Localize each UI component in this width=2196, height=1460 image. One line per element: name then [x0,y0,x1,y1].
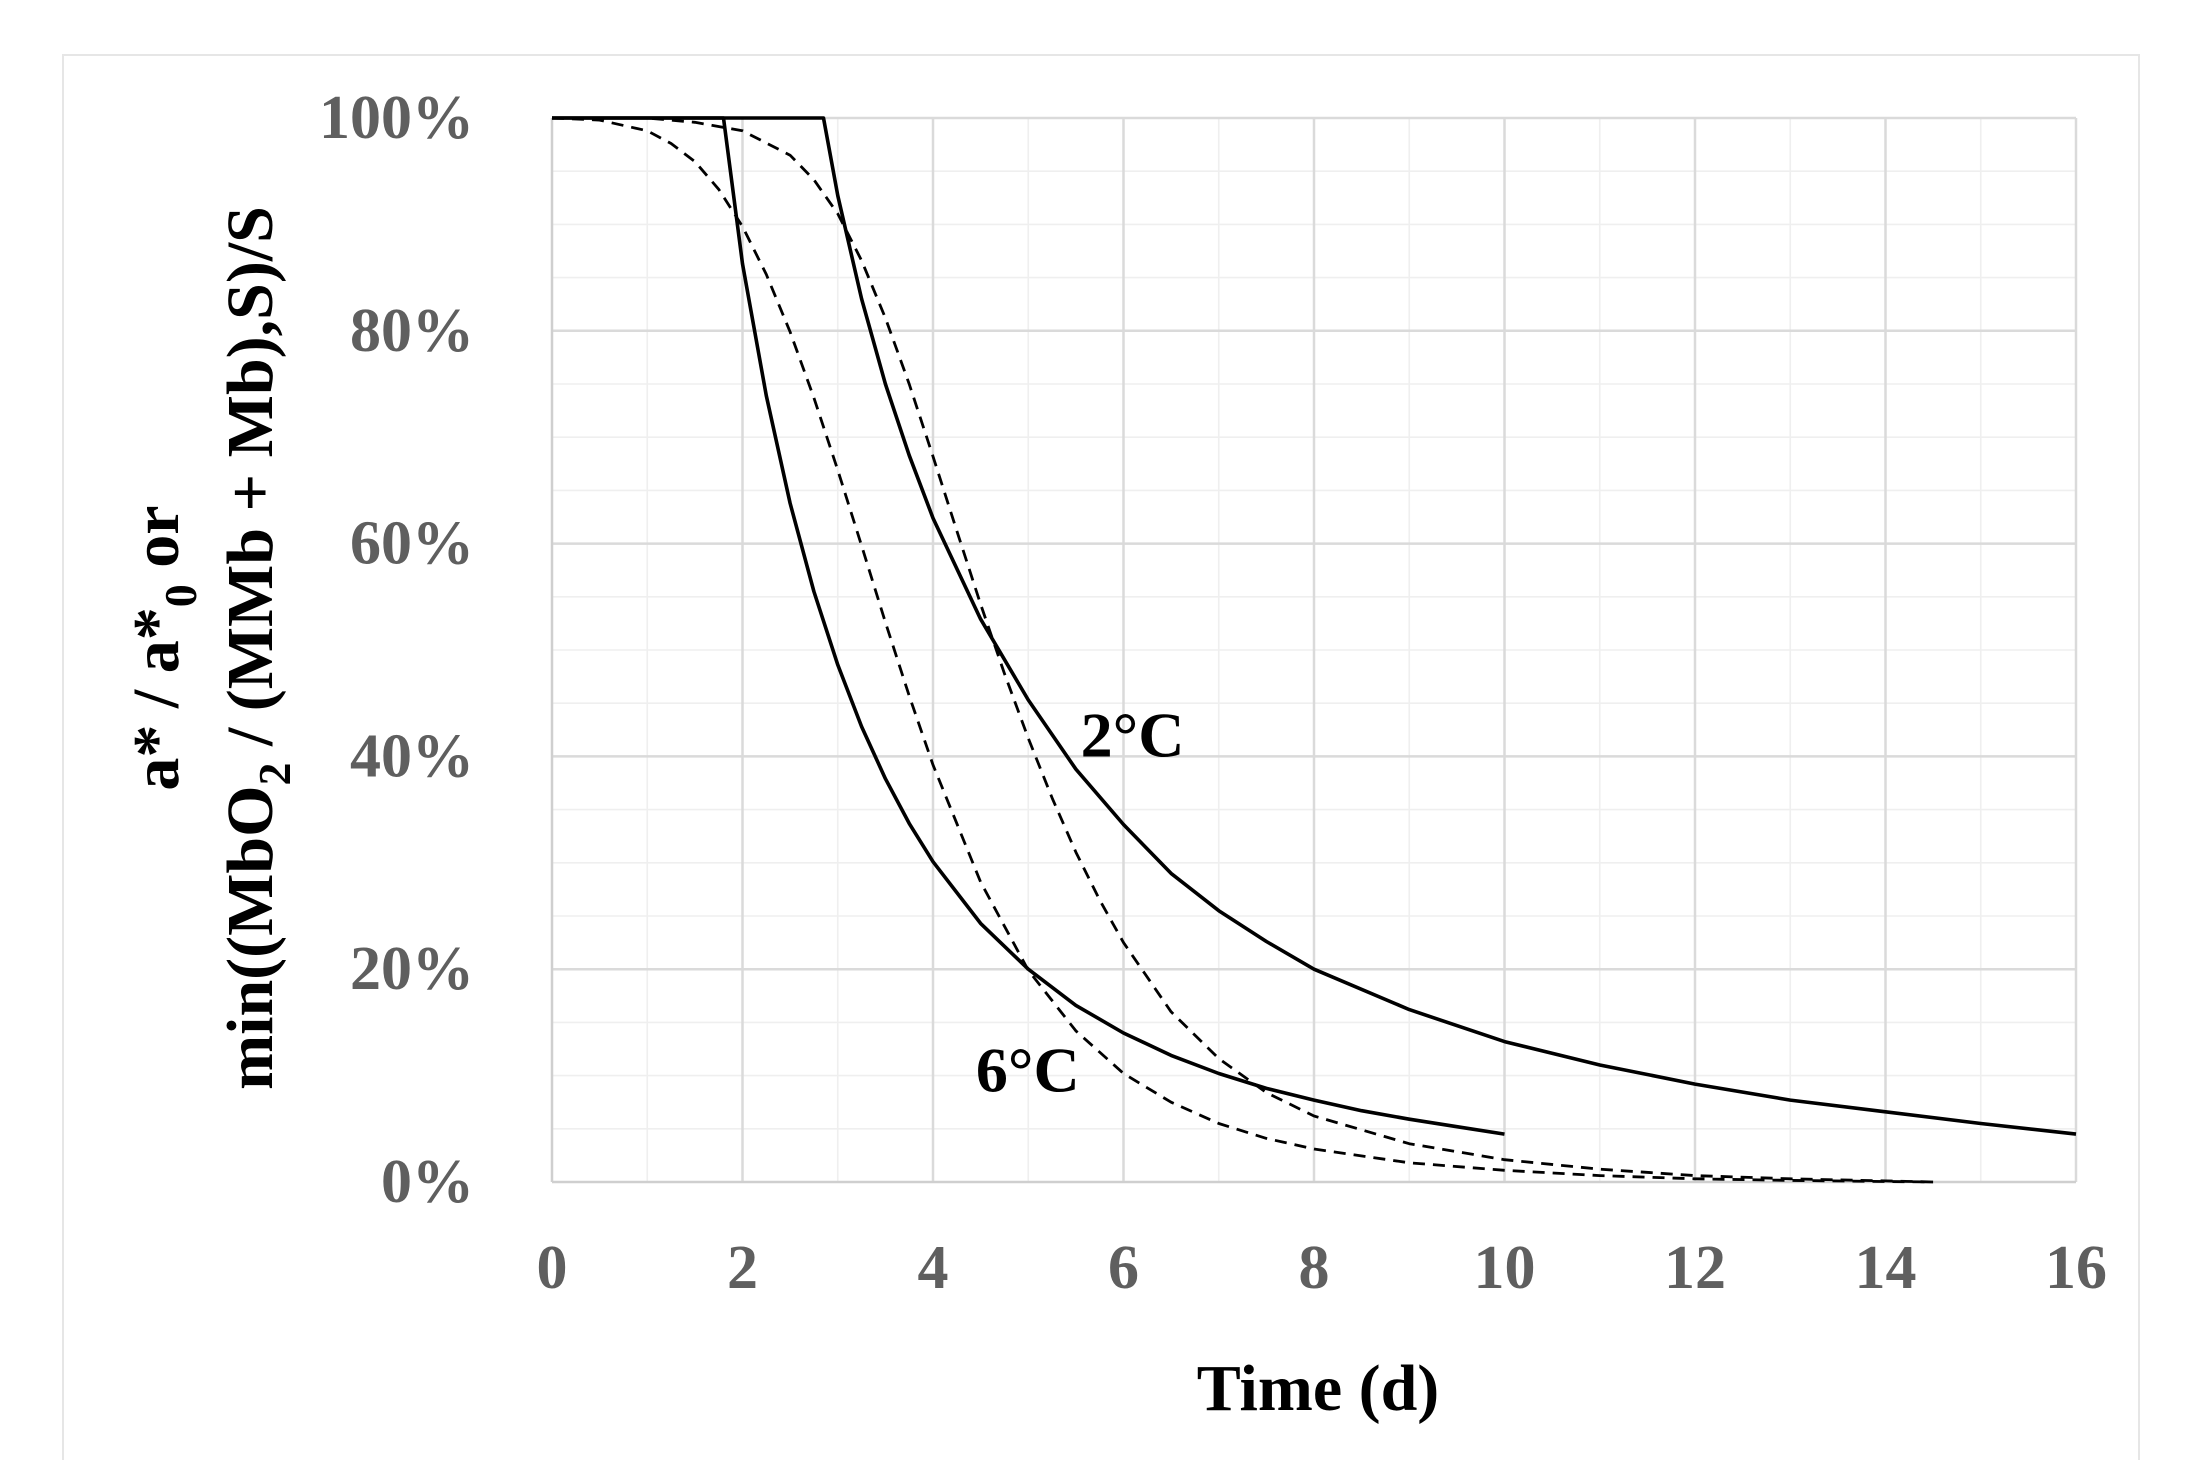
y-tick-label: 0% [381,1148,474,1216]
label-2c: 2°C [1081,699,1185,770]
y-tick-label: 40% [350,722,474,790]
y-tick-label: 60% [350,510,474,578]
x-tick-label: 8 [1299,1234,1330,1302]
series-line-4 [552,116,1934,1184]
y-axis-title-line2: min((MbO2 / (MMb + Mb),S)/S [214,206,300,1090]
y-tick-label: 20% [350,935,474,1003]
x-tick-label: 4 [918,1234,949,1302]
y-tick-label: 100% [319,84,474,152]
x-tick-label: 2 [727,1234,758,1302]
x-axis-title: Time (d) [1197,1352,1440,1425]
x-tick-label: 0 [537,1234,568,1302]
x-tick-label: 6 [1108,1234,1139,1302]
x-tick-label: 12 [1664,1234,1726,1302]
x-tick-label: 14 [1855,1234,1917,1302]
series-group [551,116,2077,1184]
y-tick-label: 80% [350,297,474,365]
y-axis-title-line1: a* / a*0 or [120,505,206,790]
series-line-1 [552,116,1505,1136]
x-tick-label: 10 [1474,1234,1536,1302]
annotations: 2°C 6°C [976,699,1185,1105]
x-tick-label: 16 [2045,1234,2107,1302]
series-line-2 [552,116,2077,1136]
y-axis-title: a* / a*0 or min((MbO2 / (MMb + Mb),S)/S [120,206,300,1090]
tick-labels: 0 2 4 6 8 10 12 14 16 0% 20% 40% 60% 80% 100% [319,84,2107,1302]
series-line-3 [551,116,1934,1184]
label-6c: 6°C [976,1035,1080,1106]
